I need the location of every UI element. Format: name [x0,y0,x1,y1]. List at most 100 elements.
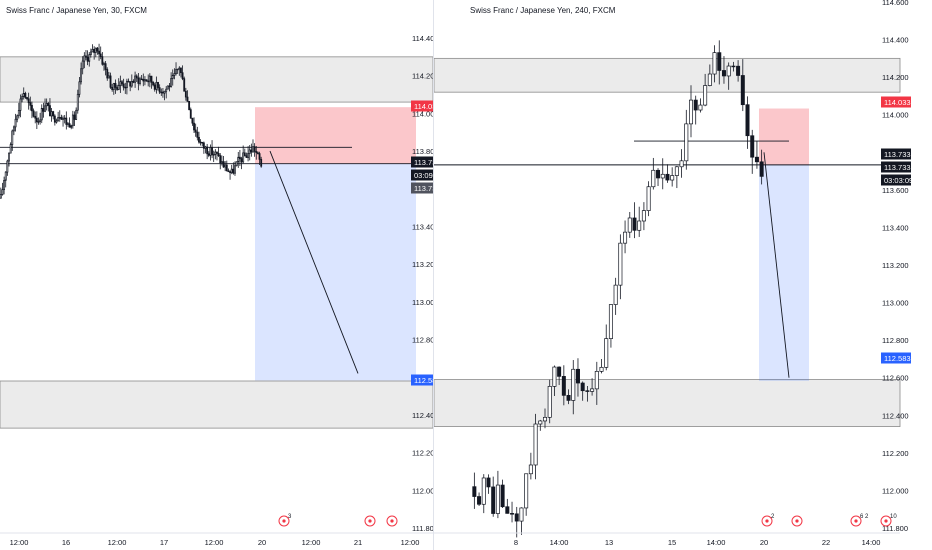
candle-body [62,117,64,120]
price-tag-label: 113.733 [414,158,433,167]
chart-240m-panel[interactable]: 114.600114.400114.200114.000113.800113.6… [434,0,932,550]
candle-body [191,117,194,124]
event-badge-count: 10 [890,514,897,520]
candle-body [148,75,151,82]
candle-body [139,78,141,84]
candle-body [63,117,66,120]
candle-body [693,99,698,111]
time-tick-label: 12:00 [10,538,29,547]
candle-body [35,117,38,123]
candle-body [538,420,543,425]
candle-body [689,99,693,125]
candle-body [260,159,263,167]
candle-body [96,47,99,52]
candle-body [590,388,595,392]
candle-body [57,117,60,122]
candle-body [618,242,623,286]
candle-body [68,123,71,128]
candle-body [258,153,261,160]
candle-body [524,473,529,509]
candle-body [670,175,675,181]
candle-body [150,75,153,83]
candle-body [142,79,145,82]
candle-body [88,54,91,62]
candle-body [47,103,50,106]
candle-body [52,111,55,117]
candle-body [73,114,76,120]
candle-body [243,152,246,157]
price-zone [0,56,433,103]
candle-body [721,70,726,77]
time-tick-label: 12:00 [108,538,127,547]
candle-body [117,85,120,90]
candle-body [67,123,69,125]
candle-body [217,153,220,156]
price-tag-label: 113.733 [884,150,911,159]
time-tick-label: 21 [354,538,362,547]
candle-body [235,161,238,167]
candle-body [247,153,250,158]
candle-body [135,75,138,79]
price-tag [411,374,433,386]
candle-body [147,80,150,83]
candle-body [186,96,189,102]
price-tick-label: 111.800 [882,524,908,533]
price-tick-label: 112.800 [412,336,433,345]
candle-body [109,75,112,88]
price-tick-label: 113.800 [412,147,433,156]
candle-body [152,82,155,86]
candle-body [234,165,236,174]
event-badge-count: 6 2 [860,514,869,520]
candle-body [627,217,632,233]
price-tick-label: 114.400 [412,34,433,43]
panel-divider[interactable] [433,0,434,550]
candle-body [740,75,745,106]
candle-body [75,109,78,120]
candle-body [160,91,163,94]
price-tick-label: 112.400 [882,411,909,420]
candle-body [130,80,133,87]
candle-body [143,79,146,82]
candle-body [500,484,505,508]
candle-body [698,104,703,111]
candle-body [641,210,646,222]
candle-body [165,88,168,92]
candle-body [39,119,42,122]
candle-body [55,120,58,123]
candle-body [222,161,225,168]
candle-body [566,395,571,401]
candle-body [754,156,759,163]
price-tag [411,169,433,181]
projection-line [269,150,359,374]
candle-body [495,484,500,514]
candle-body [111,86,114,90]
candle-body [557,366,562,377]
price-tag-label: 03:03:09 [884,176,913,185]
candle-body [173,73,176,76]
price-zone [434,57,901,93]
candle-body [651,169,656,188]
price-tag [411,156,433,168]
candle-body [34,115,37,119]
price-tag [411,100,433,112]
time-tick-label: 12:00 [401,538,420,547]
price-tag [881,174,911,186]
price-tag-label: 112.583 [414,376,433,385]
candle-body [80,68,82,83]
event-badge-count: 3 [288,514,292,520]
candle-body [514,513,519,522]
candle-body [250,149,253,153]
candle-body [176,68,179,71]
candle-body [180,67,182,74]
chart-30m-panel[interactable]: 114.400114.200114.000113.800113.600113.4… [0,0,433,550]
candle-body [486,477,491,488]
price-tick-label: 112.600 [882,374,909,383]
price-tag [881,352,911,364]
candle-body [3,179,6,190]
candle-body [750,135,755,158]
price-tick-label: 112.400 [412,411,433,420]
candle-body [132,80,135,83]
time-tick-label: 16 [62,538,70,547]
price-tag [881,96,911,108]
candle-body [91,49,94,53]
